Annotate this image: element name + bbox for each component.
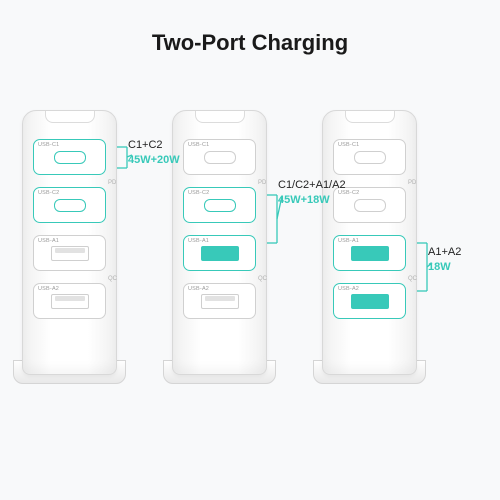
port-c1: USB-C1PD [183, 139, 256, 175]
port-a2: USB-A2 [33, 283, 106, 319]
callout: C1/C2+A1/A245W+18W [278, 178, 346, 208]
port-a1: USB-A1QC [333, 235, 406, 271]
callout: C1+C245W+20W [128, 138, 180, 168]
callout-watt: 18W [428, 260, 461, 275]
port-c2: USB-C2 [33, 187, 106, 223]
charger: USB-C1PDUSB-C2USB-A1QCUSB-A2 [172, 110, 267, 375]
port-a1: USB-A1QC [33, 235, 106, 271]
port-label: USB-C2 [188, 190, 209, 196]
port-label: USB-A1 [38, 238, 59, 244]
port-label: USB-C1 [38, 142, 59, 148]
page-title: Two-Port Charging [0, 30, 500, 56]
pd-label: PD [408, 180, 416, 186]
port-c2: USB-C2 [183, 187, 256, 223]
port-column: USB-C1PD USB-C2 USB-A1QC USB-A2 [183, 139, 256, 319]
charger-notch [45, 111, 95, 123]
qc-label: QC [108, 276, 117, 282]
qc-label: QC [258, 276, 267, 282]
qc-label: QC [408, 276, 417, 282]
port-label: USB-A2 [338, 286, 359, 292]
port-label: USB-C1 [338, 142, 359, 148]
port-label: USB-A2 [188, 286, 209, 292]
charger-notch [195, 111, 245, 123]
callout: A1+A218W [428, 245, 461, 275]
port-label: USB-C2 [38, 190, 59, 196]
callout-watt: 45W+18W [278, 193, 346, 208]
port-label: USB-A1 [338, 238, 359, 244]
port-c1: USB-C1PD [333, 139, 406, 175]
callout-name: C1+C2 [128, 138, 180, 153]
port-label: USB-C1 [188, 142, 209, 148]
callout-name: C1/C2+A1/A2 [278, 178, 346, 193]
diagram-stage: USB-C1PDUSB-C2USB-A1QCUSB-A2USB-C1PDUSB-… [0, 100, 500, 500]
callout-name: A1+A2 [428, 245, 461, 260]
port-a2: USB-A2 [183, 283, 256, 319]
port-label: USB-A2 [38, 286, 59, 292]
port-a2: USB-A2 [333, 283, 406, 319]
port-column: USB-C1PDUSB-C2USB-A1QCUSB-A2 [333, 139, 406, 319]
pd-label: PD [108, 180, 116, 186]
port-column: USB-C1PD USB-C2 USB-A1QC USB-A2 [33, 139, 106, 319]
port-c1: USB-C1PD [33, 139, 106, 175]
callout-watt: 45W+20W [128, 153, 180, 168]
pd-label: PD [258, 180, 266, 186]
port-a1: USB-A1QC [183, 235, 256, 271]
port-label: USB-A1 [188, 238, 209, 244]
charger: USB-C1PDUSB-C2USB-A1QCUSB-A2 [22, 110, 117, 375]
charger: USB-C1PDUSB-C2USB-A1QCUSB-A2 [322, 110, 417, 375]
charger-notch [345, 111, 395, 123]
